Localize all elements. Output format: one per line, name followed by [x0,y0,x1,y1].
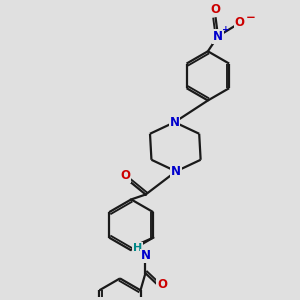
Text: −: − [246,11,256,24]
Text: N: N [171,165,181,178]
Text: H: H [133,243,142,253]
Text: +: + [222,26,230,34]
Text: N: N [140,249,150,262]
Text: O: O [120,169,130,182]
Text: N: N [213,30,223,43]
Text: O: O [157,278,167,291]
Text: O: O [234,16,244,29]
Text: O: O [211,3,221,16]
Text: N: N [169,116,180,129]
